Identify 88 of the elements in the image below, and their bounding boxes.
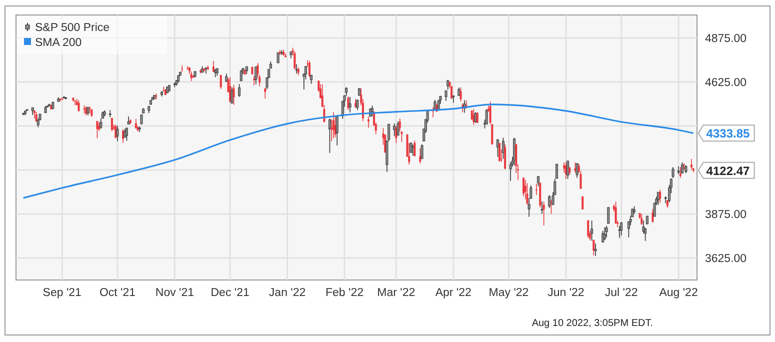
candlestick	[332, 112, 334, 139]
candlestick	[419, 148, 422, 164]
candlestick	[578, 163, 580, 174]
candlestick	[640, 214, 643, 226]
candlestick	[190, 70, 192, 82]
candlestick	[264, 87, 266, 99]
candlestick	[690, 158, 692, 170]
candlestick	[522, 177, 525, 197]
candlestick	[78, 100, 80, 112]
candlestick	[396, 120, 400, 136]
candlestick	[498, 142, 501, 162]
candlestick	[328, 118, 331, 154]
candlestick	[116, 126, 119, 142]
candlestick	[452, 95, 455, 104]
candlestick	[548, 194, 551, 208]
x-tick-label: Feb '22	[326, 287, 364, 299]
x-tick-label: Dec '21	[210, 287, 250, 299]
x-tick-label: Nov '21	[155, 287, 194, 299]
candlestick	[108, 110, 112, 118]
y-tick-label: 4875.00	[705, 32, 747, 45]
candlestick	[400, 131, 403, 142]
candlestick	[238, 84, 241, 98]
candlestick	[134, 118, 137, 129]
x-tick-label: Oct '21	[99, 287, 136, 299]
candlestick	[220, 74, 222, 90]
x-tick-label: Jun '22	[548, 287, 584, 299]
candlestick	[605, 225, 608, 238]
candlestick	[526, 182, 528, 206]
candlestick	[450, 85, 453, 100]
x-tick-label: Jul '22	[604, 287, 638, 299]
candlestick	[672, 166, 674, 178]
candlestick	[232, 84, 235, 106]
candlestick	[542, 201, 545, 226]
candlestick	[367, 116, 370, 128]
x-tick-label: Apr '22	[435, 287, 472, 299]
candlestick	[555, 164, 558, 179]
y-tick-label: 3625.00	[705, 252, 747, 265]
annotation: 4333.85	[706, 126, 750, 141]
x-tick-label: Mar '22	[377, 287, 416, 299]
candlestick	[587, 220, 590, 238]
candlestick	[602, 230, 604, 243]
candlestick	[398, 118, 401, 132]
candlestick	[659, 189, 662, 204]
candlestick	[444, 90, 448, 102]
legend-label: SMA 200	[35, 37, 82, 49]
candlestick	[677, 166, 680, 174]
candlestick	[254, 66, 258, 85]
candlestick	[496, 138, 499, 158]
candlestick	[294, 51, 296, 70]
legend-label: S&P 500 Price	[35, 22, 110, 34]
candlestick	[540, 201, 544, 214]
candlestick	[594, 242, 597, 256]
candlestick	[308, 60, 310, 78]
candlestick	[230, 86, 234, 104]
candlestick	[414, 140, 416, 157]
candlestick	[504, 144, 506, 170]
candlestick	[539, 182, 542, 208]
candlestick	[212, 60, 214, 72]
candlestick	[276, 52, 280, 64]
candlestick	[476, 112, 478, 124]
candlestick	[474, 112, 477, 124]
candlestick	[393, 123, 396, 137]
candlestick	[434, 100, 436, 110]
candlestick	[100, 118, 102, 130]
text: Aug 10 2022, 3:05PM EDT.	[532, 318, 653, 329]
candlestick	[420, 144, 424, 160]
candlestick	[607, 206, 610, 224]
x-tick-label: May '22	[488, 287, 529, 299]
candlestick	[485, 108, 488, 125]
candlestick	[550, 199, 552, 214]
candlestick	[582, 196, 584, 210]
candlestick	[620, 222, 623, 236]
x-tick-label: Aug '22	[659, 287, 698, 299]
y-tick-label: 3875.00	[705, 208, 747, 221]
candlestick	[240, 69, 242, 82]
candlestick	[502, 137, 504, 160]
candlestick	[680, 162, 684, 174]
candlestick	[537, 176, 540, 187]
candlestick	[336, 115, 338, 146]
candlestick	[295, 64, 298, 74]
candlestick	[679, 166, 682, 178]
y-tick-label: 4625.00	[705, 76, 747, 89]
candlestick	[348, 96, 352, 113]
x-tick-label: Sep '21	[42, 287, 82, 299]
x-tick-label: Jan '22	[268, 287, 306, 299]
annotation: 4122.47	[706, 164, 750, 178]
candlestick	[603, 226, 606, 240]
candlestick	[181, 65, 184, 72]
